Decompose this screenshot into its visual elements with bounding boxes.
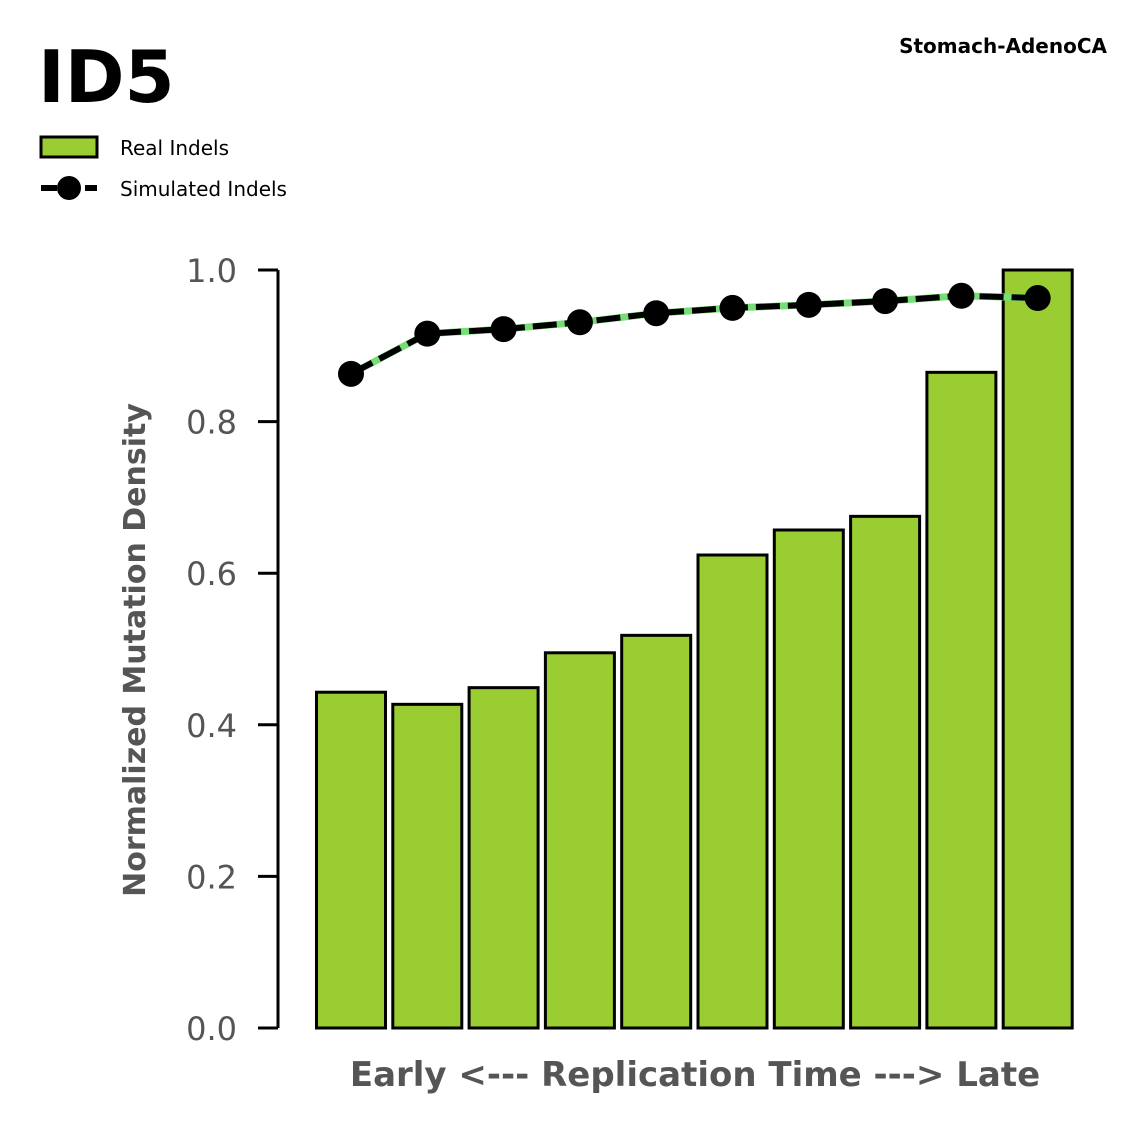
simulated-point (872, 288, 899, 315)
bar-real-indels (391, 702, 464, 1030)
simulated-point (566, 309, 593, 336)
y-tick-label: 0.2 (186, 858, 237, 896)
bar-real-indels (467, 686, 540, 1030)
y-tick-label: 0.8 (186, 404, 237, 442)
bar-real-indels (543, 651, 616, 1030)
legend-label-real: Real Indels (120, 136, 229, 160)
y-tick-label: 0.6 (186, 555, 237, 593)
simulated-point (719, 294, 746, 321)
bar-real-indels (925, 370, 998, 1030)
simulated-point (338, 360, 364, 387)
simulated-point (414, 320, 441, 347)
legend-swatch-real (39, 135, 99, 159)
simulated-line (338, 282, 1051, 387)
y-tick-label: 0.4 (186, 707, 237, 745)
bar-real-indels (849, 514, 922, 1030)
simulated-point (795, 291, 822, 318)
bar-real-indels (772, 528, 845, 1030)
y-tick-label: 0.0 (186, 1010, 237, 1048)
legend-label-simulated: Simulated Indels (120, 177, 287, 201)
bars (315, 268, 1074, 1030)
legend-swatch-simulated-marker (57, 176, 81, 200)
simulated-point (643, 300, 670, 327)
x-axis-label: Early <--- Replication Time ---> Late (350, 1055, 1040, 1095)
bar-real-indels (1001, 268, 1074, 1030)
simulated-point (1024, 285, 1051, 312)
bar-real-indels (315, 690, 387, 1030)
simulated-point (948, 282, 975, 309)
y-axis: 0.0 0.2 0.4 0.6 0.8 1.0 (186, 252, 280, 1048)
chart-title: ID5 (38, 35, 175, 119)
simulated-line-path (349, 292, 1038, 377)
simulated-point (490, 316, 517, 343)
legend: Real Indels Simulated Indels (39, 135, 287, 201)
bar-real-indels (620, 633, 693, 1030)
chart-subtitle: Stomach-AdenoCA (899, 34, 1107, 58)
bar-real-indels (696, 553, 769, 1030)
y-axis-label: Normalized Mutation Density (118, 403, 153, 897)
y-tick-label: 1.0 (186, 252, 237, 290)
